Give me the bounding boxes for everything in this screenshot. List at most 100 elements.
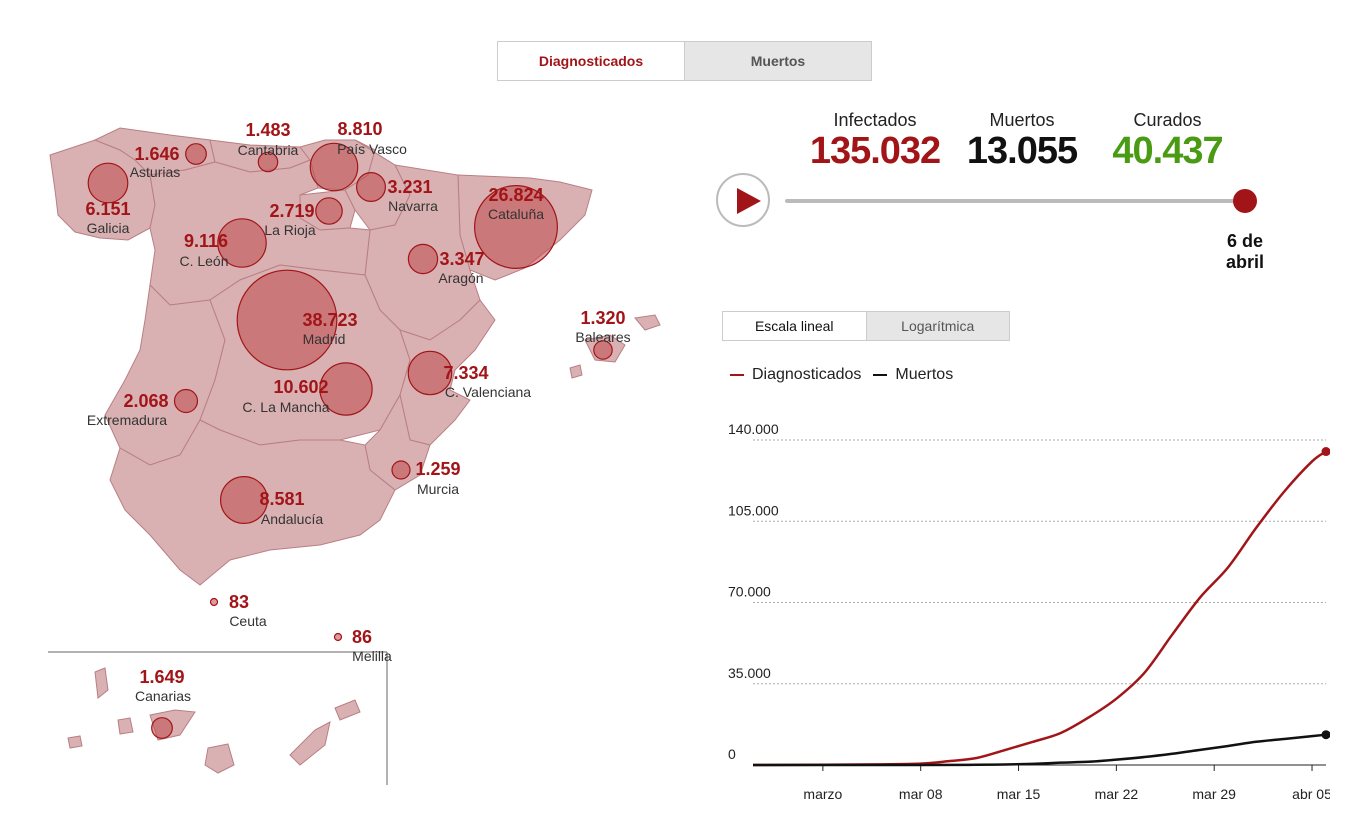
x-tick-label: mar 15 — [997, 786, 1041, 802]
region-value-17: 86 — [352, 627, 372, 647]
region-name-13: C. La Mancha — [242, 399, 329, 415]
region-value-18: 1.649 — [139, 667, 184, 687]
bubble-4[interactable] — [356, 172, 387, 203]
legend-muertos-swatch — [873, 374, 888, 376]
region-value-5: 2.719 — [269, 201, 314, 221]
x-tick-label: abr 05 — [1292, 786, 1330, 802]
bubble-11[interactable] — [407, 350, 453, 396]
bubble-10[interactable] — [593, 340, 613, 360]
region-value-1: 1.483 — [245, 120, 290, 140]
region-value-9: 38.723 — [302, 310, 357, 330]
series-endpoint-0[interactable] — [1321, 447, 1331, 457]
scale-log-button[interactable]: Logarítmica — [866, 311, 1010, 341]
region-value-13: 10.602 — [273, 377, 328, 397]
bubble-12[interactable] — [173, 388, 199, 414]
series-line-1 — [752, 733, 1327, 767]
y-tick-label: 35.000 — [728, 665, 771, 681]
bubble-18[interactable] — [151, 717, 173, 739]
x-tick-label: mar 29 — [1192, 786, 1236, 802]
region-name-2: País Vasco — [337, 141, 407, 157]
bubble-15[interactable] — [220, 476, 269, 525]
bubble-14[interactable] — [391, 460, 411, 480]
scale-toggle: Escala lineal Logarítmica — [722, 311, 1010, 341]
play-button[interactable] — [716, 173, 770, 227]
region-name-14: Murcia — [417, 481, 459, 497]
stat-infectados-label: Infectados — [833, 110, 917, 130]
bubble-13[interactable] — [319, 362, 373, 416]
region-value-12: 2.068 — [123, 391, 168, 411]
region-value-15: 8.581 — [259, 489, 304, 509]
region-name-15: Andalucía — [261, 511, 323, 527]
canarias-islands — [67, 667, 361, 774]
region-name-9: Madrid — [303, 331, 346, 347]
y-tick-label: 140.000 — [728, 421, 779, 437]
bubble-7[interactable] — [217, 218, 267, 268]
bubble-2[interactable] — [309, 142, 359, 192]
region-name-3: Galicia — [87, 220, 130, 236]
region-name-18: Canarias — [135, 688, 191, 704]
stat-muertos-value: 13.055 — [966, 130, 1078, 172]
stat-muertos: Muertos 13.055 — [957, 110, 1087, 173]
region-name-12: Extremadura — [87, 412, 167, 428]
region-value-11: 7.334 — [443, 363, 488, 383]
x-tick-label: marzo — [803, 786, 842, 802]
region-name-5: La Rioja — [264, 222, 316, 238]
line-chart: 0 35.000 70.000 105.000 140.000 marzo mar 08 ma… — [728, 421, 1331, 802]
region-value-8: 3.347 — [439, 249, 484, 269]
tab-muertos[interactable]: Muertos — [685, 41, 872, 81]
timeline-knob[interactable] — [1233, 189, 1257, 213]
metric-tabs: Diagnosticados Muertos — [497, 41, 872, 81]
bubble-6[interactable] — [474, 185, 559, 270]
timeline-date: 6 de abril — [1225, 231, 1264, 272]
stat-infectados-value: 135.032 — [809, 130, 941, 172]
region-value-10: 1.320 — [580, 308, 625, 328]
region-name-0: Asturias — [130, 164, 181, 180]
legend-diag-label: Diagnosticados — [752, 366, 862, 383]
region-name-10: Baleares — [575, 329, 630, 345]
region-value-7: 9.116 — [184, 231, 228, 251]
region-name-1: Cantabria — [238, 142, 299, 158]
region-value-4: 3.231 — [387, 177, 432, 197]
stat-curados: Curados 40.437 — [1100, 110, 1235, 173]
region-value-14: 1.259 — [415, 459, 460, 479]
bubble-8[interactable] — [407, 243, 439, 275]
y-tick-label: 0 — [728, 746, 736, 762]
region-name-17: Melilla — [352, 648, 392, 664]
bubble-16[interactable] — [209, 597, 219, 607]
region-name-4: Navarra — [388, 198, 438, 214]
bubble-layer — [87, 142, 613, 739]
stat-curados-value: 40.437 — [1112, 130, 1223, 172]
chart-legend: Diagnosticados Muertos — [730, 366, 953, 384]
bubble-5[interactable] — [315, 197, 343, 225]
region-name-6: Cataluña — [488, 206, 544, 222]
region-value-16: 83 — [229, 592, 249, 612]
region-name-8: Aragón — [438, 270, 483, 286]
series-line-0 — [752, 450, 1327, 767]
bubble-0[interactable] — [185, 143, 207, 165]
series-endpoint-1[interactable] — [1321, 730, 1331, 740]
bubble-3[interactable] — [87, 162, 129, 204]
stat-infectados: Infectados 135.032 — [800, 110, 950, 173]
region-value-2: 8.810 — [337, 119, 382, 139]
bubble-9[interactable] — [236, 269, 338, 371]
region-name-16: Ceuta — [229, 613, 267, 629]
region-name-7: C. León — [179, 253, 228, 269]
y-tick-label: 105.000 — [728, 502, 779, 518]
bubble-1[interactable] — [257, 151, 279, 173]
region-value-3: 6.151 — [85, 199, 130, 219]
x-tick-label: mar 22 — [1095, 786, 1139, 802]
legend-diag-swatch — [730, 374, 744, 376]
x-tick-label: mar 08 — [899, 786, 943, 802]
bubble-17[interactable] — [333, 632, 343, 642]
legend-muertos-label: Muertos — [895, 366, 954, 383]
region-value-6: 26.824 — [488, 185, 543, 205]
y-tick-label: 70.000 — [728, 584, 771, 600]
scale-lineal-button[interactable]: Escala lineal — [722, 311, 867, 341]
region-value-0: 1.646 — [134, 144, 179, 164]
tab-diagnosticados[interactable]: Diagnosticados — [497, 41, 685, 81]
stat-curados-label: Curados — [1133, 110, 1202, 130]
timeline-track[interactable] — [785, 199, 1245, 203]
region-name-11: C. Valenciana — [445, 384, 531, 400]
stat-muertos-label: Muertos — [989, 110, 1055, 130]
